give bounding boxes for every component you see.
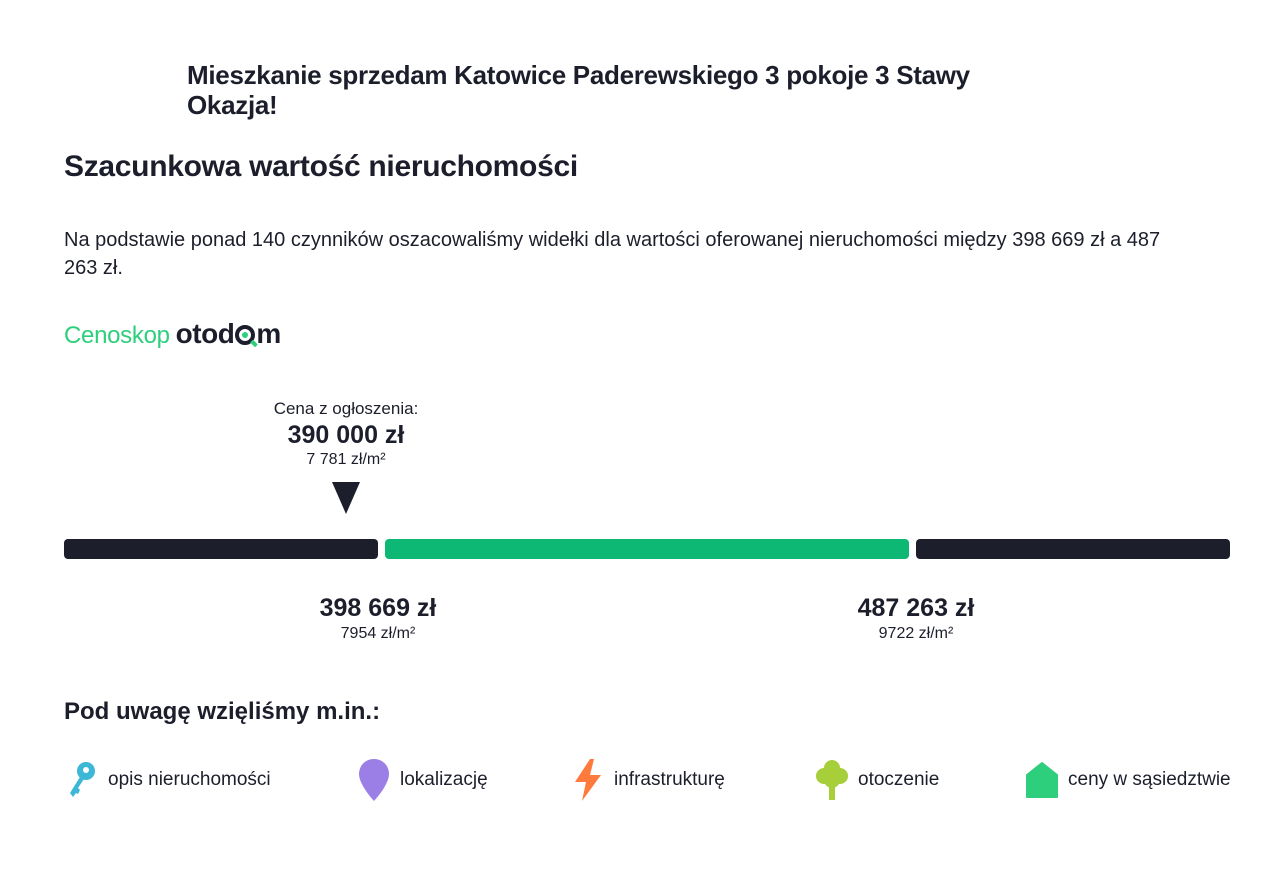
marker-price-per-sqm: 7 781 zł/m² — [306, 451, 386, 468]
factor-item-neighbourhood-prices: ceny w sąsiedztwie — [1024, 756, 1231, 804]
cenoskop-otodom-logo: Cenoskop otod m — [64, 318, 281, 350]
logo-cenoskop-text: Cenoskop — [64, 322, 170, 349]
factor-label-surroundings: otoczenie — [858, 769, 940, 790]
factors-list: opis nieruchomości lokalizację infrastru… — [64, 756, 1234, 804]
house-icon — [1024, 757, 1060, 803]
logo-otodom-text: otod m — [175, 318, 282, 350]
logo-otodom-prefix: otod — [175, 318, 235, 349]
magnifier-icon — [235, 325, 256, 345]
marker-label: Cena z ogłoszenia: — [273, 399, 419, 418]
marker-triangle-icon — [332, 482, 360, 514]
factor-label-location: lokalizację — [400, 769, 488, 790]
listing-price-marker: Cena z ogłoszenia: 390 000 zł 7 781 zł/m… — [246, 398, 446, 514]
factor-item-infrastructure: infrastrukturę — [570, 756, 725, 804]
factor-item-location: lokalizację — [356, 756, 488, 804]
logo-otodom-suffix: m — [256, 318, 281, 349]
range-high-price-per-sqm: 9722 zł/m² — [878, 625, 954, 642]
range-bar-above — [916, 539, 1230, 559]
listing-title: Mieszkanie sprzedam Katowice Paderewskie… — [187, 60, 970, 120]
factor-label-description: opis nieruchomości — [108, 769, 271, 790]
range-low-price: 398 669 zł — [319, 594, 437, 622]
range-low-label: 398 669 zł 7954 zł/m² — [268, 592, 488, 644]
factor-label-infrastructure: infrastrukturę — [614, 769, 725, 790]
factors-heading: Pod uwagę wzięliśmy m.in.: — [64, 698, 381, 725]
range-low-price-per-sqm: 7954 zł/m² — [340, 625, 416, 642]
factor-item-description: opis nieruchomości — [64, 756, 271, 804]
lightning-icon — [570, 757, 606, 803]
range-high-price: 487 263 zł — [857, 594, 975, 622]
factor-label-neighbourhood-prices: ceny w sąsiedztwie — [1068, 769, 1231, 790]
range-bar-estimate — [385, 539, 909, 559]
valuation-heading: Szacunkowa wartość nieruchomości — [64, 150, 578, 183]
key-icon — [64, 757, 100, 803]
valuation-description: Na podstawie ponad 140 czynników oszacow… — [64, 229, 1161, 279]
range-bar-below — [64, 539, 378, 559]
marker-price: 390 000 zł — [287, 421, 405, 449]
factor-item-surroundings: otoczenie — [814, 756, 939, 804]
range-high-label: 487 263 zł 9722 zł/m² — [806, 592, 1026, 644]
location-pin-icon — [356, 757, 392, 803]
tree-icon — [814, 757, 850, 803]
